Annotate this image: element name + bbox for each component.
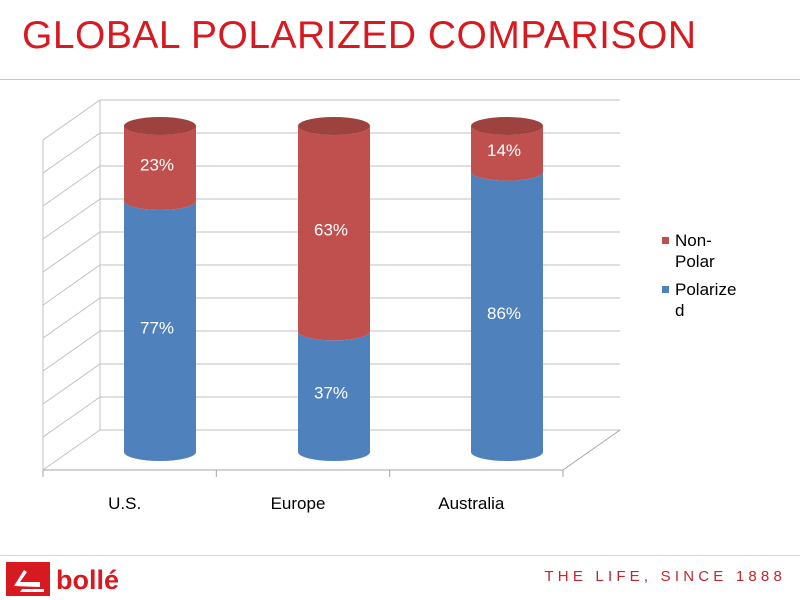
legend-label: Polar bbox=[675, 252, 715, 271]
gridline-depth bbox=[42, 264, 101, 306]
svg-text:bollé: bollé bbox=[56, 565, 119, 595]
cylinder-top-cap bbox=[471, 117, 543, 135]
gridline-depth bbox=[42, 132, 101, 174]
gridline-depth bbox=[42, 330, 101, 372]
cylinder-segment bbox=[124, 200, 196, 462]
tagline: THE LIFE, SINCE 1888 bbox=[544, 568, 786, 585]
bolle-logo-icon: bollé bollé bbox=[6, 562, 119, 596]
cylinder-segment bbox=[471, 171, 543, 461]
legend-swatch bbox=[662, 237, 669, 244]
x-tick-label: Europe bbox=[271, 494, 326, 513]
bolle-logo: bollé bollé bbox=[6, 562, 146, 596]
title-divider bbox=[0, 79, 800, 80]
cylinder-top-cap bbox=[124, 117, 196, 135]
legend-label: Polarize bbox=[675, 280, 736, 299]
gridline-depth bbox=[42, 198, 101, 240]
x-tick-label: U.S. bbox=[108, 494, 141, 513]
floor-edge bbox=[562, 429, 621, 471]
data-label: 77% bbox=[140, 318, 174, 337]
cylinder-segment bbox=[471, 126, 543, 181]
x-tick-label: Australia bbox=[438, 494, 505, 513]
gridline-depth bbox=[42, 429, 101, 471]
cylinder-segment bbox=[124, 126, 196, 210]
data-label: 86% bbox=[487, 304, 521, 323]
gridline-depth bbox=[42, 363, 101, 405]
data-label: 23% bbox=[140, 155, 174, 174]
data-label: 14% bbox=[487, 141, 521, 160]
data-label: 63% bbox=[314, 221, 348, 240]
legend-label: Non- bbox=[675, 231, 712, 250]
cylinder-segment bbox=[298, 126, 370, 341]
cylinder-segment bbox=[298, 331, 370, 461]
cylinder-top-cap bbox=[298, 117, 370, 135]
gridline-depth bbox=[42, 99, 101, 141]
gridline-depth bbox=[42, 165, 101, 207]
footer-divider bbox=[0, 555, 800, 556]
slide-title: GLOBAL POLARIZED COMPARISON bbox=[22, 14, 697, 57]
gridline-depth bbox=[42, 297, 101, 339]
legend-swatch bbox=[662, 286, 669, 293]
gridline-depth bbox=[42, 396, 101, 438]
legend-label: d bbox=[675, 301, 684, 320]
gridline-depth bbox=[42, 231, 101, 273]
data-label: 37% bbox=[314, 384, 348, 403]
